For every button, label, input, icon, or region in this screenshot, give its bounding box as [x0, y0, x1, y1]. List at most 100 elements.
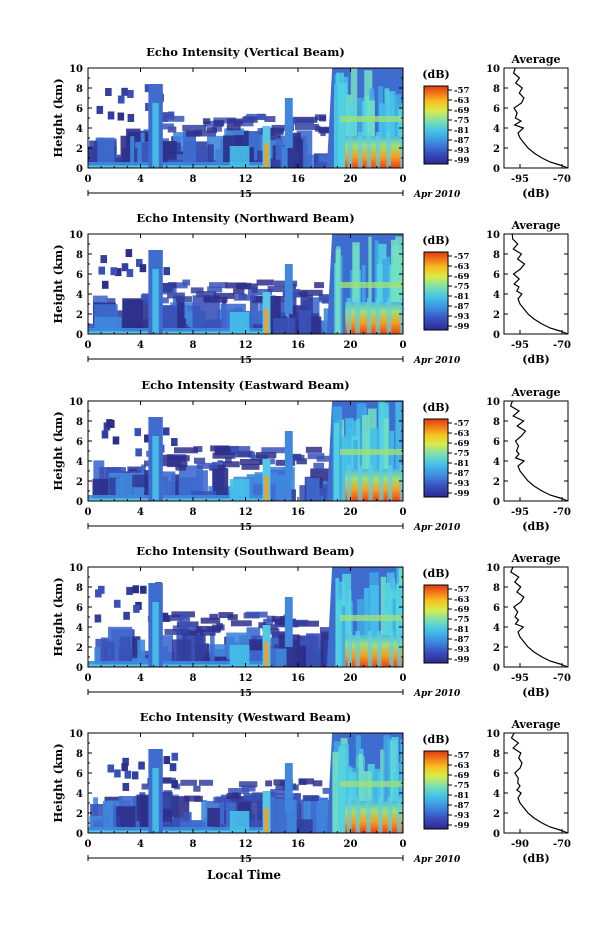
y-tick-label: 8	[76, 250, 83, 261]
plume	[152, 103, 159, 168]
x-tick-label: 0	[85, 340, 92, 351]
echo-cell	[216, 623, 223, 630]
echo-cell	[267, 628, 280, 635]
rain-streak	[367, 631, 373, 667]
echo-cell	[231, 796, 248, 803]
profile-y-tick-label: 2	[493, 477, 500, 488]
echo-cell	[186, 130, 201, 137]
echo-cell	[300, 289, 323, 296]
y-tick-label: 8	[76, 417, 83, 428]
profile-x-axis-label: (dB)	[522, 686, 549, 699]
x-tick-label: 0	[400, 174, 407, 185]
echo-cell	[320, 130, 326, 137]
profile-x-axis-label: (dB)	[522, 520, 549, 533]
x-tick-label: 12	[239, 174, 253, 185]
echo-cell	[227, 118, 243, 125]
profile-x-tick-label: -95	[511, 340, 529, 351]
colorbar	[423, 85, 449, 165]
day-label: 15	[239, 855, 252, 865]
y-tick-label: 2	[76, 144, 83, 155]
echo-cell	[98, 266, 106, 275]
echo-cell	[206, 127, 217, 134]
echo-cell	[167, 461, 188, 468]
x-tick-label: 20	[344, 174, 358, 185]
echo-cell	[163, 267, 170, 276]
echo-cell	[171, 474, 180, 501]
y-tick-label: 4	[76, 290, 83, 301]
y-tick-label: 6	[76, 603, 83, 614]
profile-x-tick-label: -70	[553, 340, 571, 351]
profile-y-tick-label: 8	[493, 749, 500, 760]
echo-cell	[225, 282, 247, 289]
echo-cell	[171, 752, 179, 761]
colorbar-tick-label: -63	[454, 429, 469, 439]
profile-x-tick-label: -95	[511, 673, 529, 684]
echo-cell	[122, 782, 130, 791]
echo-cell	[126, 586, 133, 595]
y-tick-label: 2	[76, 477, 83, 488]
echo-cell	[184, 795, 201, 802]
echo-cell	[263, 618, 274, 625]
echo-cell	[291, 489, 297, 501]
profile-y-tick-label: 6	[493, 104, 500, 115]
echo-cell	[212, 452, 236, 459]
rain-streak	[397, 631, 402, 667]
rain-streak	[362, 415, 370, 501]
x-tick-label: 12	[239, 507, 253, 518]
echo-cell	[228, 787, 250, 794]
date-label: Apr 2010	[413, 855, 461, 865]
profile-y-tick-label: 10	[486, 64, 500, 75]
profile-line	[510, 566, 569, 668]
echo-cell	[196, 462, 218, 469]
echo-cell	[209, 613, 218, 620]
panel-3: Echo Intensity (Eastward Beam) Height (km…	[51, 378, 571, 533]
echo-cell	[137, 639, 146, 667]
echo-cell	[200, 617, 221, 624]
echo-cell	[316, 161, 328, 168]
rain-streak	[399, 465, 403, 501]
colorbar-tick-label: -87	[454, 302, 469, 312]
echo-cell	[159, 614, 184, 621]
echo-cell	[252, 295, 271, 302]
x-tick-label: 4	[137, 673, 144, 684]
echo-cell	[171, 780, 178, 789]
echo-cell	[140, 585, 147, 594]
echo-cell	[213, 117, 236, 124]
echo-cell	[131, 771, 139, 780]
echo-cell	[229, 312, 250, 334]
echo-cell	[167, 292, 185, 299]
echo-cell	[267, 286, 290, 293]
day-label: 15	[239, 356, 252, 366]
day-label: 15	[239, 689, 252, 699]
rain-streak	[357, 599, 366, 667]
y-tick-label: 0	[76, 663, 83, 674]
echo-cell	[167, 111, 175, 120]
colorbar-label: (dB)	[422, 733, 449, 746]
echo-cell	[270, 788, 286, 795]
profile-line	[510, 732, 569, 834]
y-tick-label: 10	[69, 64, 83, 75]
heavy-rain	[345, 302, 403, 334]
rain-streak	[379, 103, 388, 168]
echo-cell	[243, 793, 261, 800]
colorbar	[423, 750, 449, 830]
rain-streak	[368, 465, 373, 501]
echo-cell	[194, 457, 206, 464]
profile-line	[512, 67, 569, 169]
y-tick-label: 6	[76, 270, 83, 281]
profile-frame	[503, 566, 569, 668]
x-tick-label: 16	[291, 673, 305, 684]
echo-cell	[171, 438, 178, 447]
x-tick-label: 12	[239, 673, 253, 684]
echo-cell	[107, 111, 115, 120]
plume	[152, 602, 159, 667]
profile-y-tick-label: 0	[493, 663, 500, 674]
colorbar-tick-label: -57	[454, 252, 469, 262]
rain-streak	[380, 418, 385, 501]
colorbar-tick-label: -57	[454, 419, 469, 429]
rain-streak	[375, 298, 381, 334]
rain-streak	[338, 746, 347, 833]
x-tick-label: 4	[137, 507, 144, 518]
rain-streak	[396, 797, 402, 833]
y-tick-label: 4	[76, 457, 83, 468]
